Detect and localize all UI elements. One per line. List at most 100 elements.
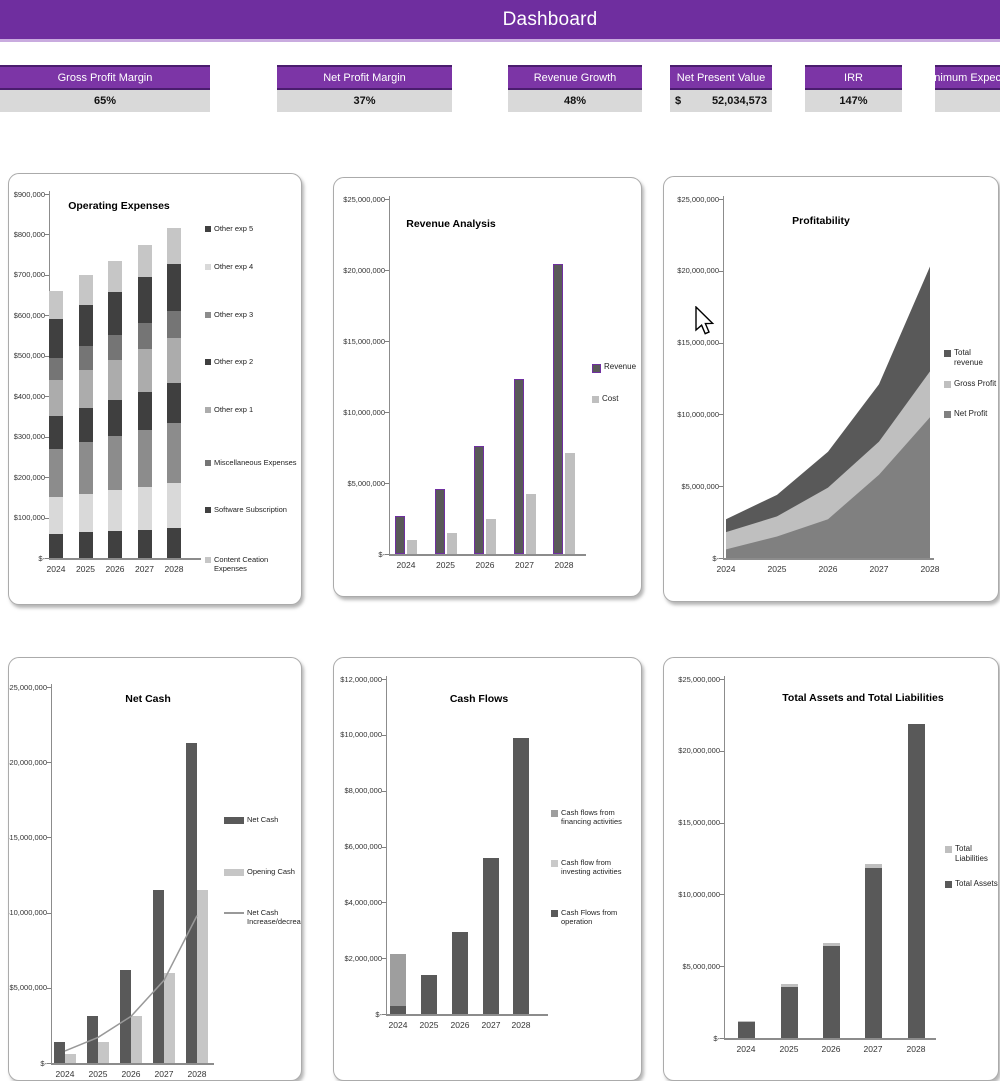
legend-label: Cash Flows from operation	[561, 908, 618, 927]
chart-title: Cash Flows	[449, 693, 509, 705]
stacked-bar-segment	[49, 416, 63, 449]
stacked-bar-segment	[167, 228, 181, 264]
kpi-label: Net Profit Margin	[277, 65, 452, 90]
legend-item: Other exp 1	[205, 405, 299, 414]
y-axis-label: $25,000,000	[677, 194, 719, 204]
dashboard-title-bar: Dashboard	[0, 0, 1000, 42]
chart-card-total-assets-liabilities[interactable]: Total Assets and Total Liabilities $25,0…	[663, 657, 999, 1081]
y-axis-tick	[45, 396, 49, 398]
stacked-bar-segment	[167, 528, 181, 558]
chart-bar	[434, 488, 445, 554]
y-axis-label: $-	[378, 549, 385, 559]
y-axis-label: $15,000,000	[677, 338, 719, 348]
y-axis-label: $20,000,000	[343, 265, 385, 275]
stacked-bar-segment	[137, 244, 152, 278]
chart-bar	[737, 1022, 755, 1038]
chart-title: Revenue Analysis	[406, 218, 496, 230]
y-axis-tick	[720, 750, 724, 752]
y-axis-tick	[385, 412, 389, 413]
stacked-bar-segment	[167, 483, 181, 529]
stacked-bar-segment	[167, 310, 181, 339]
y-axis-tick	[382, 958, 386, 960]
legend-item: Revenue	[592, 362, 638, 373]
chart-bar	[186, 742, 197, 1063]
y-axis-tick	[45, 274, 49, 276]
kpi-gross-profit-margin[interactable]: Gross Profit Margin 65%	[0, 65, 210, 112]
legend-item: Cash Flows from operation	[551, 908, 641, 927]
y-axis-tick	[45, 234, 49, 236]
legend-item: Gross Profit	[944, 379, 998, 389]
legend-marker	[205, 225, 211, 232]
legend-item: Total Liabilities	[945, 844, 998, 864]
kpi-minimum-expected-return[interactable]: Minimum Expected Return	[935, 65, 1000, 112]
y-axis-tick	[720, 679, 724, 680]
y-axis-label: $-	[375, 1009, 382, 1019]
y-axis-tick	[382, 790, 386, 792]
chart-bar	[483, 857, 499, 1014]
legend-marker	[205, 556, 211, 563]
kpi-irr[interactable]: IRR 147%	[805, 65, 902, 112]
stacked-bar-segment	[49, 533, 63, 558]
x-axis-label: 2027	[135, 564, 154, 574]
stacked-bar-segment	[49, 319, 63, 358]
kpi-net-profit-margin[interactable]: Net Profit Margin 37%	[277, 65, 452, 112]
kpi-net-present-value[interactable]: Net Present Value $ 52,034,573	[670, 65, 772, 112]
y-axis-label: $5,000,000	[347, 478, 385, 488]
chart-bar	[907, 723, 925, 1038]
x-axis-label: 2024	[388, 1020, 408, 1030]
y-axis-tick	[385, 270, 389, 271]
chart-card-revenue-analysis[interactable]: Revenue Analysis $25,000,000 $20,000,000 $…	[333, 177, 642, 597]
chart-card-profitability[interactable]: Profitability $25,000,000 $20,000,000 $15,…	[663, 176, 999, 602]
stacked-bar-segment	[137, 277, 152, 323]
y-axis-tick	[47, 837, 51, 839]
kpi-revenue-growth[interactable]: Revenue Growth 48%	[508, 65, 642, 112]
chart-card-net-cash[interactable]: Net Cash $25,000,000 $20,000,000 $15,000,0…	[8, 657, 302, 1081]
y-axis-label: $4,000,000	[344, 897, 382, 907]
legend-label: Total Assets	[955, 879, 998, 888]
chart-bar	[486, 518, 496, 554]
x-axis-line	[723, 558, 934, 560]
legend-label: Total revenue	[954, 348, 983, 367]
chart-card-operating-expenses[interactable]: Operating Expenses $900,000 $800,000 $700,…	[8, 173, 302, 605]
legend-label: Opening Cash	[247, 867, 295, 876]
x-axis-label: 2026	[821, 1044, 841, 1054]
legend-item: Other exp 4	[205, 262, 299, 271]
y-axis-label: $700,000	[13, 270, 45, 280]
y-axis-tick	[719, 558, 723, 559]
y-axis-tick	[45, 436, 49, 438]
chart-bar	[513, 737, 529, 1014]
x-axis-label: 2027	[515, 560, 534, 570]
y-axis-label: $20,000,000	[8, 757, 47, 767]
y-axis-tick	[385, 199, 389, 200]
chart-bar	[390, 1005, 406, 1014]
legend-label: Revenue	[604, 362, 637, 371]
x-axis-label: 2024	[716, 564, 736, 574]
chart-bar	[513, 379, 524, 554]
chart-bar	[446, 532, 457, 554]
legend-marker	[551, 809, 558, 817]
y-axis-tick	[719, 199, 723, 200]
y-axis-tick	[719, 414, 723, 416]
chart-card-cash-flows[interactable]: Cash Flows $12,000,000 $10,000,000 $8,000,…	[333, 657, 642, 1081]
kpi-label: Gross Profit Margin	[0, 65, 210, 90]
stacked-bar-segment	[78, 442, 93, 494]
legend-item: Cash flow from investing activities	[551, 858, 641, 877]
y-axis-tick	[382, 846, 386, 848]
y-axis-label: $25,000,000	[343, 194, 385, 204]
y-axis-label: $5,000,000	[9, 983, 47, 993]
y-axis-label: $20,000,000	[677, 266, 719, 276]
legend-label: Other exp 1	[214, 405, 254, 414]
legend-item: Total revenue	[944, 348, 998, 368]
x-axis-label: 2027	[863, 1044, 883, 1054]
y-axis-label: $-	[38, 553, 45, 563]
y-axis-tick	[45, 355, 49, 357]
chart-bar	[153, 890, 164, 1063]
y-axis-line	[389, 196, 390, 555]
y-axis-label: $5,000,000	[682, 961, 720, 971]
x-axis-label: 2025	[767, 564, 787, 574]
legend-marker	[592, 395, 599, 403]
chart-title: Net Cash	[125, 693, 171, 705]
y-axis-line	[51, 684, 52, 1064]
legend-label: Net Cash	[247, 815, 279, 824]
